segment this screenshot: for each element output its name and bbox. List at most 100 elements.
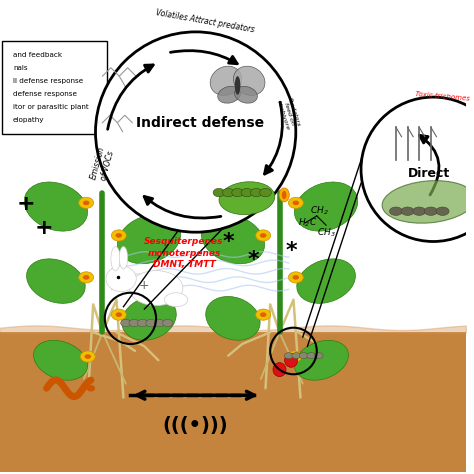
Ellipse shape bbox=[81, 351, 95, 362]
Ellipse shape bbox=[137, 319, 148, 327]
Ellipse shape bbox=[79, 197, 94, 209]
Ellipse shape bbox=[260, 233, 266, 238]
Text: Indirect defense: Indirect defense bbox=[136, 116, 264, 130]
Ellipse shape bbox=[282, 191, 286, 199]
Text: *: * bbox=[285, 241, 297, 261]
Ellipse shape bbox=[116, 312, 122, 317]
Ellipse shape bbox=[111, 246, 120, 271]
Ellipse shape bbox=[219, 182, 275, 215]
Ellipse shape bbox=[24, 182, 88, 231]
Ellipse shape bbox=[250, 188, 262, 197]
Text: $\mathregular{H_2C}$: $\mathregular{H_2C}$ bbox=[298, 216, 317, 228]
Text: elopathy: elopathy bbox=[13, 117, 45, 123]
Ellipse shape bbox=[106, 266, 136, 292]
Ellipse shape bbox=[163, 319, 173, 327]
Ellipse shape bbox=[424, 207, 438, 215]
FancyBboxPatch shape bbox=[2, 41, 107, 134]
Text: *: * bbox=[197, 182, 209, 202]
Ellipse shape bbox=[292, 275, 299, 280]
Bar bbox=[0, 332, 466, 472]
Ellipse shape bbox=[292, 353, 301, 359]
Ellipse shape bbox=[235, 76, 240, 95]
Text: $\mathregular{CH_3}$: $\mathregular{CH_3}$ bbox=[317, 227, 336, 239]
Ellipse shape bbox=[210, 66, 242, 95]
Ellipse shape bbox=[299, 353, 308, 359]
Text: nals: nals bbox=[13, 65, 27, 71]
Ellipse shape bbox=[118, 215, 181, 264]
Circle shape bbox=[95, 32, 296, 232]
Ellipse shape bbox=[401, 207, 414, 215]
Ellipse shape bbox=[260, 312, 266, 317]
Text: Predators
feed on
Herbivore: Predators feed on Herbivore bbox=[276, 96, 301, 131]
Ellipse shape bbox=[284, 353, 293, 359]
Ellipse shape bbox=[279, 188, 289, 202]
Text: Toxic trichomes: Toxic trichomes bbox=[415, 91, 470, 102]
Ellipse shape bbox=[294, 340, 348, 380]
Ellipse shape bbox=[382, 181, 474, 223]
Ellipse shape bbox=[256, 309, 271, 320]
Ellipse shape bbox=[154, 319, 164, 327]
Ellipse shape bbox=[129, 319, 139, 327]
Text: *: * bbox=[248, 250, 260, 270]
Text: monoterpenes: monoterpenes bbox=[147, 249, 221, 258]
Ellipse shape bbox=[287, 351, 301, 362]
Text: Direct: Direct bbox=[408, 167, 450, 181]
Ellipse shape bbox=[256, 230, 271, 241]
Ellipse shape bbox=[284, 353, 298, 367]
Text: and feedback: and feedback bbox=[13, 52, 62, 58]
Ellipse shape bbox=[413, 207, 426, 215]
Ellipse shape bbox=[292, 201, 299, 205]
Ellipse shape bbox=[121, 319, 131, 327]
Ellipse shape bbox=[87, 385, 95, 392]
Ellipse shape bbox=[260, 188, 271, 197]
Ellipse shape bbox=[111, 309, 126, 320]
Ellipse shape bbox=[111, 230, 126, 241]
Ellipse shape bbox=[273, 363, 286, 377]
Ellipse shape bbox=[291, 354, 298, 359]
Ellipse shape bbox=[129, 271, 183, 306]
Text: +: + bbox=[16, 194, 35, 214]
Ellipse shape bbox=[164, 293, 188, 307]
Ellipse shape bbox=[201, 215, 264, 264]
Ellipse shape bbox=[27, 259, 85, 303]
Ellipse shape bbox=[222, 188, 234, 197]
Ellipse shape bbox=[119, 246, 128, 269]
Text: *: * bbox=[222, 231, 234, 252]
Ellipse shape bbox=[79, 272, 94, 283]
Ellipse shape bbox=[34, 340, 88, 380]
Text: +: + bbox=[139, 279, 150, 292]
Ellipse shape bbox=[288, 197, 303, 209]
Ellipse shape bbox=[232, 188, 244, 197]
Text: Emission
of VOCs: Emission of VOCs bbox=[89, 146, 116, 183]
Text: *: * bbox=[234, 199, 246, 219]
Text: $\mathregular{CH_2}$: $\mathregular{CH_2}$ bbox=[310, 205, 328, 217]
Text: Sesquiterpenes: Sesquiterpenes bbox=[144, 237, 224, 246]
Ellipse shape bbox=[235, 86, 257, 103]
Text: +: + bbox=[35, 218, 54, 237]
Ellipse shape bbox=[294, 182, 358, 231]
Ellipse shape bbox=[84, 354, 91, 359]
Ellipse shape bbox=[297, 259, 356, 303]
Ellipse shape bbox=[218, 86, 241, 103]
Text: defense response: defense response bbox=[13, 91, 77, 97]
Ellipse shape bbox=[206, 296, 260, 340]
Ellipse shape bbox=[83, 201, 90, 205]
Ellipse shape bbox=[83, 275, 90, 280]
Text: Volatiles Attract predators: Volatiles Attract predators bbox=[155, 8, 255, 34]
Ellipse shape bbox=[307, 353, 316, 359]
Ellipse shape bbox=[234, 66, 265, 95]
Ellipse shape bbox=[390, 207, 402, 215]
Text: ll defense response: ll defense response bbox=[13, 78, 83, 84]
Text: (((•))): (((•))) bbox=[163, 416, 228, 435]
Ellipse shape bbox=[213, 188, 225, 197]
Circle shape bbox=[361, 97, 474, 242]
Ellipse shape bbox=[122, 296, 176, 340]
Ellipse shape bbox=[288, 272, 303, 283]
Ellipse shape bbox=[314, 353, 323, 359]
Text: itor or parasitic plant: itor or parasitic plant bbox=[13, 104, 89, 110]
Ellipse shape bbox=[241, 188, 253, 197]
Ellipse shape bbox=[146, 319, 156, 327]
Text: DMNT, TMTT: DMNT, TMTT bbox=[153, 260, 215, 269]
Ellipse shape bbox=[436, 207, 449, 215]
Ellipse shape bbox=[116, 233, 122, 238]
